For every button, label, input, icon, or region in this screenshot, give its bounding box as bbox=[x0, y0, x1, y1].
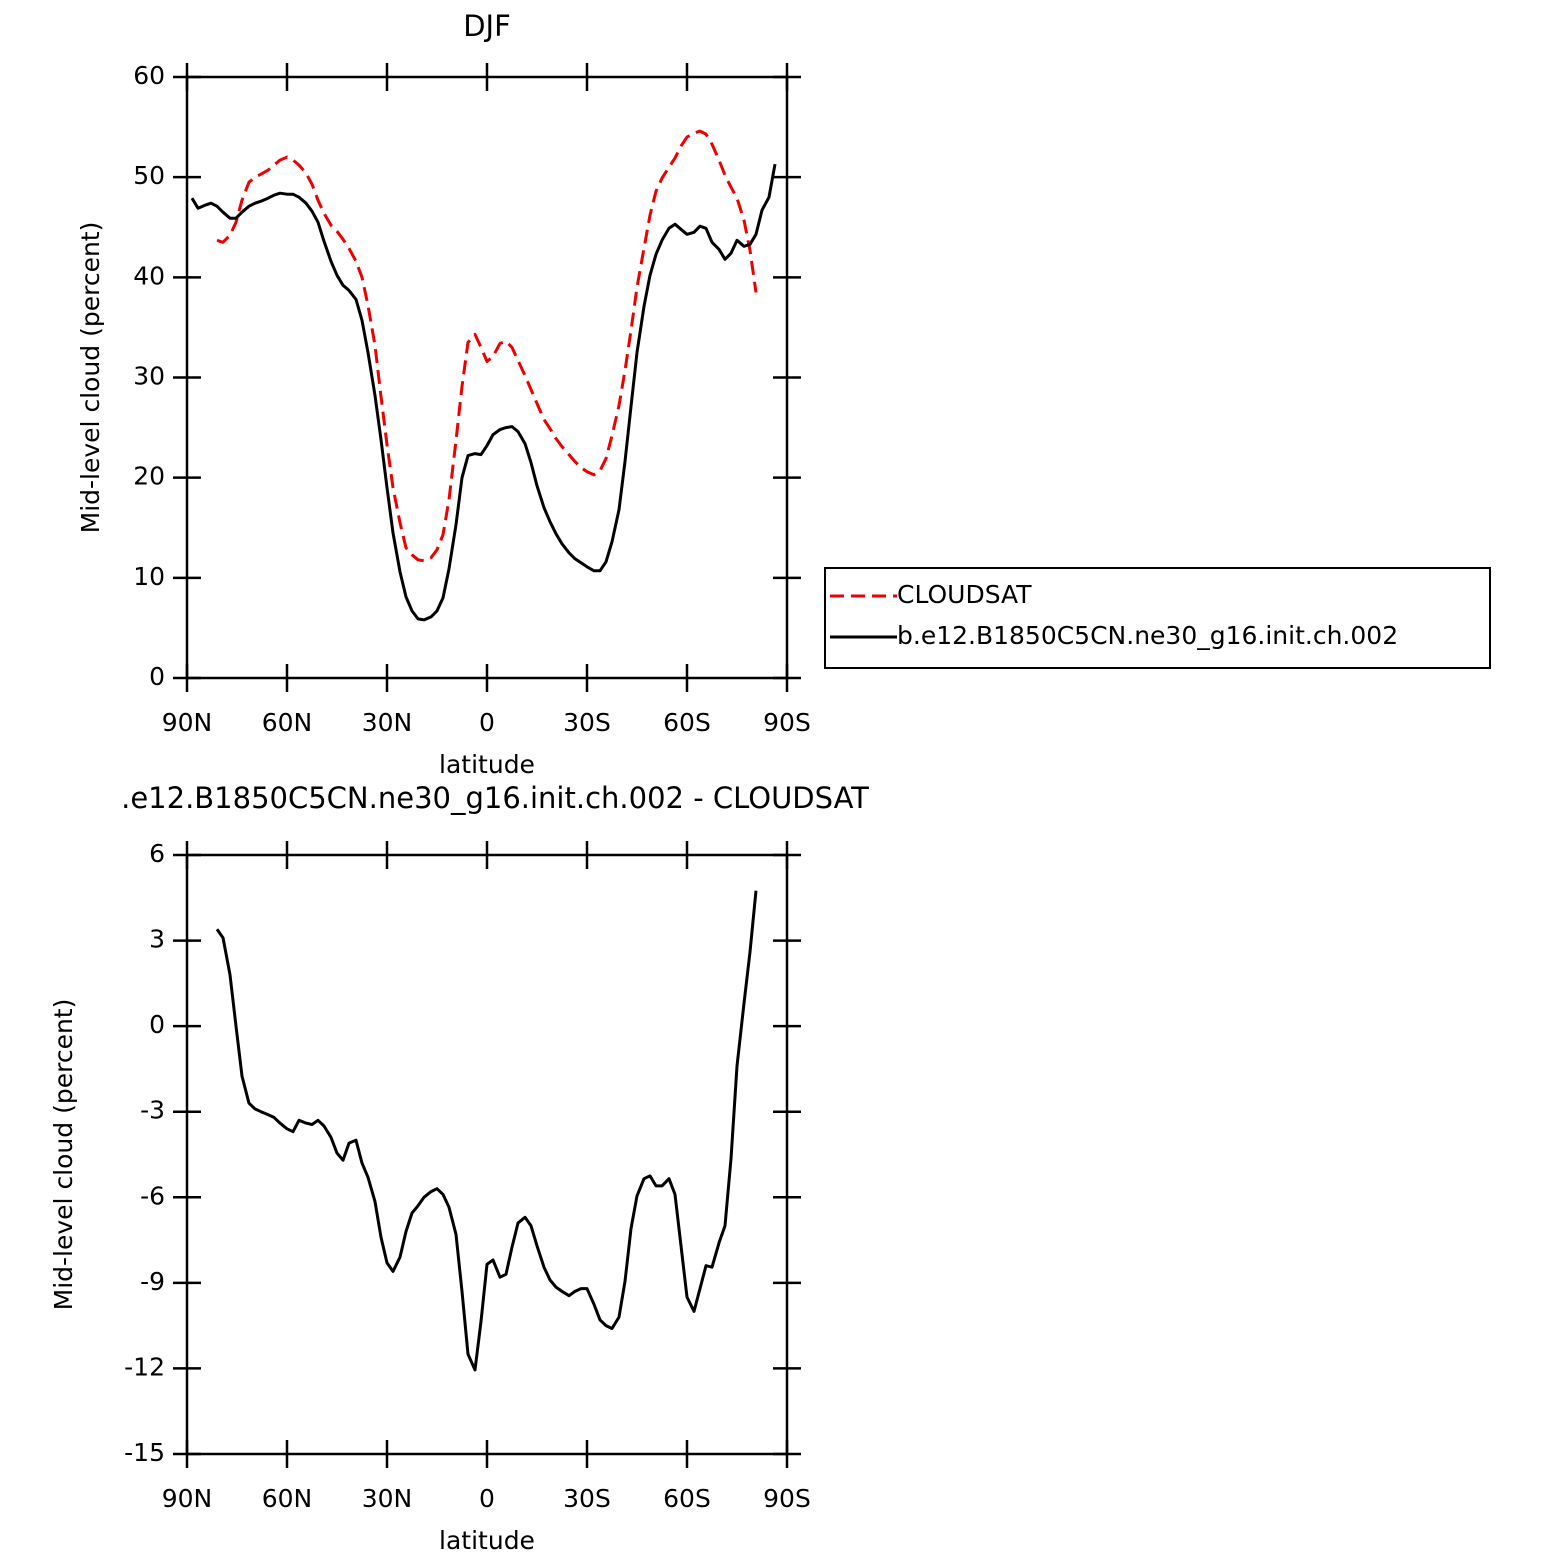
y-tick-label: 6 bbox=[149, 839, 165, 868]
y-tick-label: 0 bbox=[149, 662, 165, 691]
y-tick-label: -6 bbox=[140, 1181, 165, 1210]
x-tick-label: 60N bbox=[262, 708, 313, 737]
y-tick-label: 40 bbox=[133, 261, 165, 290]
y-tick-label: 50 bbox=[133, 161, 165, 190]
x-tick-label: 90N bbox=[162, 708, 213, 737]
y-tick-label: 3 bbox=[149, 925, 165, 954]
x-tick-label: 30S bbox=[563, 708, 611, 737]
plot-frame bbox=[185, 853, 789, 1456]
y-tick-label: 60 bbox=[133, 61, 165, 90]
series-line bbox=[215, 890, 758, 1372]
y-tick-label: -3 bbox=[140, 1096, 165, 1125]
x-tick-label: 30S bbox=[563, 1484, 611, 1513]
x-tick-label: 60N bbox=[262, 1484, 313, 1513]
y-tick-label: 30 bbox=[133, 362, 165, 391]
x-tick-label: 0 bbox=[479, 708, 495, 737]
x-tick-label: 60S bbox=[663, 708, 711, 737]
y-tick-label: -9 bbox=[140, 1267, 165, 1296]
series-line bbox=[190, 163, 777, 622]
chart-title: .e12.B1850C5CN.ne30_g16.init.ch.002 - CL… bbox=[121, 781, 869, 815]
y-axis-label: Mid-level cloud (percent) bbox=[76, 222, 105, 534]
x-axis-label: latitude bbox=[439, 750, 535, 779]
chart-title: DJF bbox=[463, 9, 511, 43]
legend-label: CLOUDSAT bbox=[897, 580, 1032, 609]
x-tick-label: 0 bbox=[479, 1484, 495, 1513]
x-tick-label: 60S bbox=[663, 1484, 711, 1513]
x-tick-label: 30N bbox=[362, 708, 413, 737]
x-axis-label: latitude bbox=[439, 1526, 535, 1555]
x-tick-label: 90S bbox=[763, 1484, 811, 1513]
x-tick-label: 90S bbox=[763, 708, 811, 737]
plot-frame bbox=[185, 75, 789, 680]
x-tick-label: 90N bbox=[162, 1484, 213, 1513]
y-tick-label: -12 bbox=[124, 1352, 165, 1381]
y-tick-label: 20 bbox=[133, 462, 165, 491]
y-tick-label: -15 bbox=[124, 1438, 165, 1467]
series-line bbox=[216, 129, 758, 563]
legend-box bbox=[824, 567, 1491, 669]
y-tick-label: 0 bbox=[149, 1010, 165, 1039]
y-tick-label: 10 bbox=[133, 562, 165, 591]
x-tick-label: 30N bbox=[362, 1484, 413, 1513]
legend-label: b.e12.B1850C5CN.ne30_g16.init.ch.002 bbox=[897, 621, 1398, 650]
y-axis-label: Mid-level cloud (percent) bbox=[49, 999, 78, 1311]
